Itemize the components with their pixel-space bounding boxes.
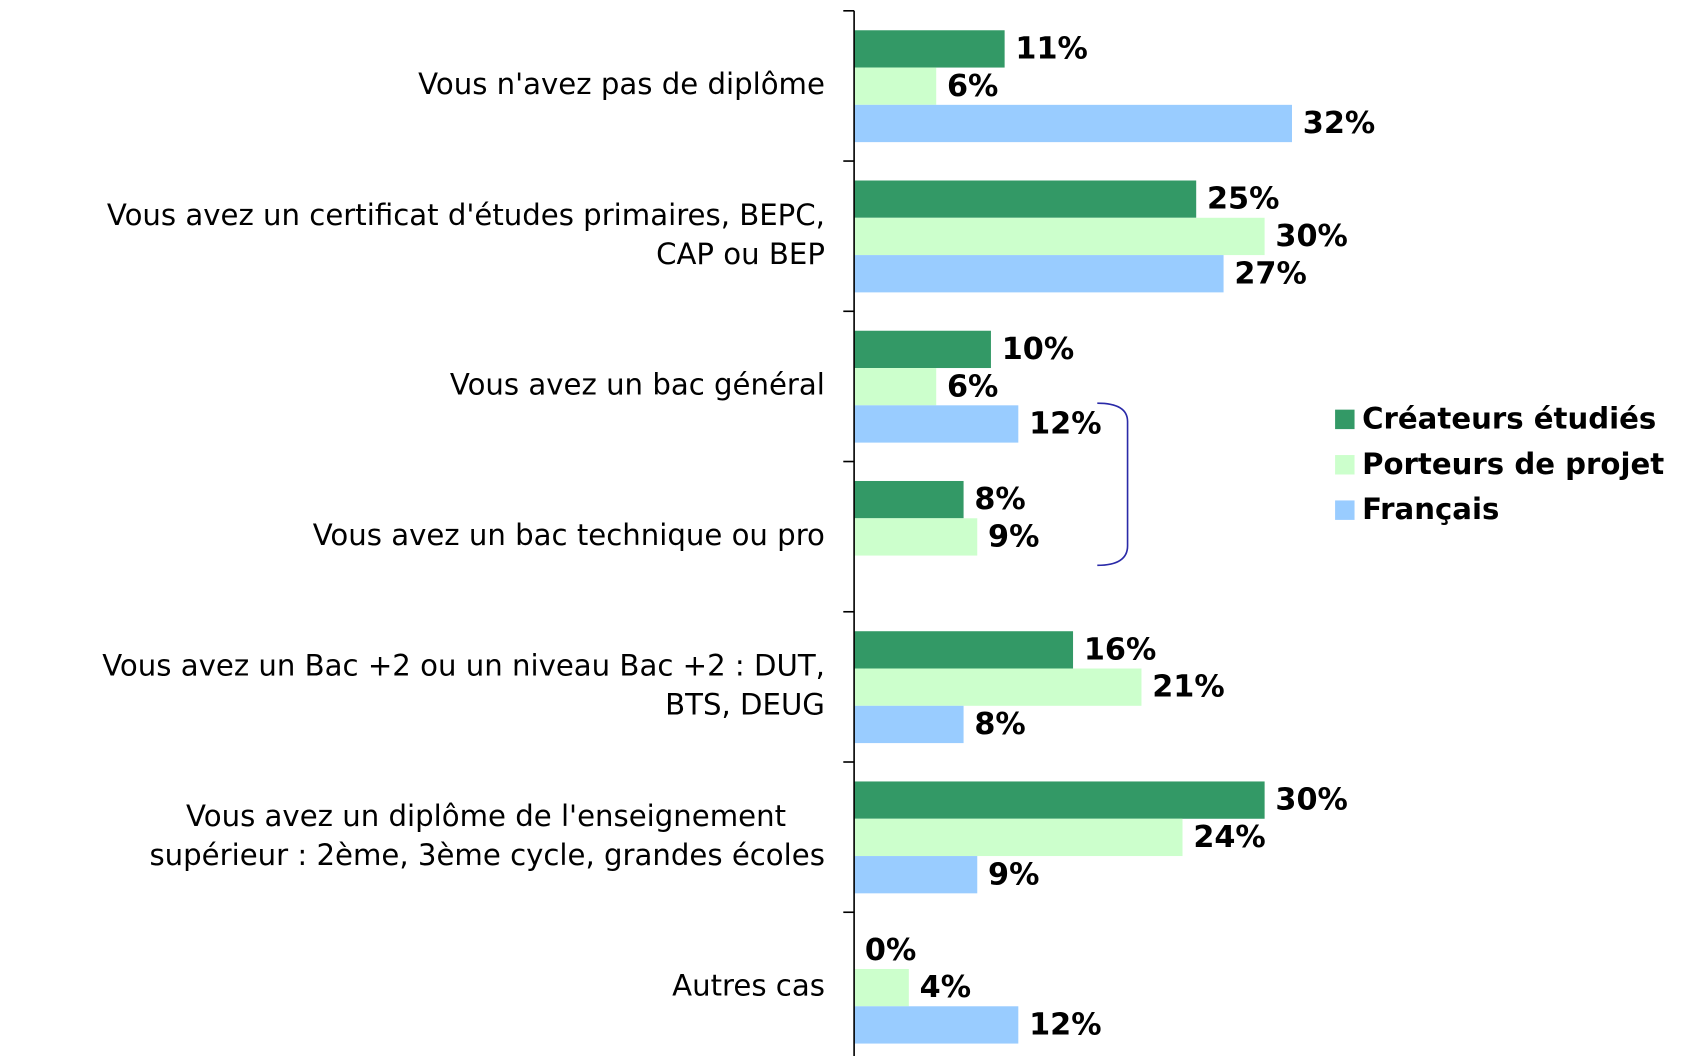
legend-swatch (1335, 409, 1355, 430)
category-label: Vous avez un bac technique ou pro (313, 518, 825, 552)
category-label: Vous n'avez pas de diplôme (418, 67, 825, 101)
value-label: 9% (988, 857, 1039, 892)
value-label: 8% (974, 482, 1025, 517)
category-label: Vous avez un Bac +2 ou un niveau Bac +2 … (102, 649, 825, 683)
legend-label: Français (1362, 492, 1499, 526)
bar (854, 330, 991, 369)
value-label: 30% (1275, 219, 1347, 254)
bar (854, 856, 978, 894)
bar (854, 1006, 1019, 1044)
bracket (1097, 402, 1129, 567)
bar (854, 104, 1292, 143)
category-label: Vous avez un certificat d'études primair… (107, 198, 825, 232)
value-label: 12% (1029, 1008, 1101, 1043)
bar (854, 405, 1019, 443)
value-label: 30% (1275, 783, 1347, 818)
bar (854, 705, 964, 744)
bar (854, 255, 1224, 293)
bar (854, 968, 909, 1007)
category-label: Autres cas (672, 969, 825, 1003)
value-label: 9% (988, 519, 1039, 554)
legend-label: Créateurs étudiés (1362, 401, 1656, 435)
category-label: BTS, DEUG (665, 688, 825, 722)
bar (854, 180, 1197, 218)
value-label: 10% (1002, 332, 1074, 367)
bar (854, 67, 937, 105)
bar (854, 631, 1074, 669)
category-label: Vous avez un bac général (450, 368, 825, 402)
bar (854, 480, 964, 519)
bar (854, 368, 937, 406)
value-label: 32% (1303, 106, 1375, 141)
bar (854, 217, 1265, 256)
value-label: 6% (947, 369, 998, 404)
category-label: supérieur : 2ème, 3ème cycle, grandes éc… (149, 838, 824, 872)
value-label: 8% (974, 707, 1025, 742)
bar (854, 818, 1183, 857)
value-label: 16% (1084, 632, 1156, 667)
value-label: 11% (1015, 31, 1087, 66)
bar (854, 781, 1265, 819)
value-label: 21% (1152, 670, 1224, 705)
value-label: 25% (1207, 182, 1279, 217)
value-label: 24% (1193, 820, 1265, 855)
legend-label: Porteurs de projet (1362, 447, 1664, 481)
value-label: 27% (1234, 256, 1306, 291)
legend-swatch (1335, 500, 1355, 520)
category-label: CAP ou BEP (656, 237, 825, 271)
bar (854, 518, 978, 556)
bar (854, 668, 1142, 706)
value-label: 12% (1029, 407, 1101, 442)
value-label: 6% (947, 69, 998, 104)
legend-swatch (1335, 455, 1355, 475)
bar (854, 30, 1005, 68)
value-label: 4% (920, 970, 971, 1005)
value-label: 0% (865, 933, 916, 968)
category-label: Vous avez un diplôme de l'enseignement (186, 799, 786, 833)
